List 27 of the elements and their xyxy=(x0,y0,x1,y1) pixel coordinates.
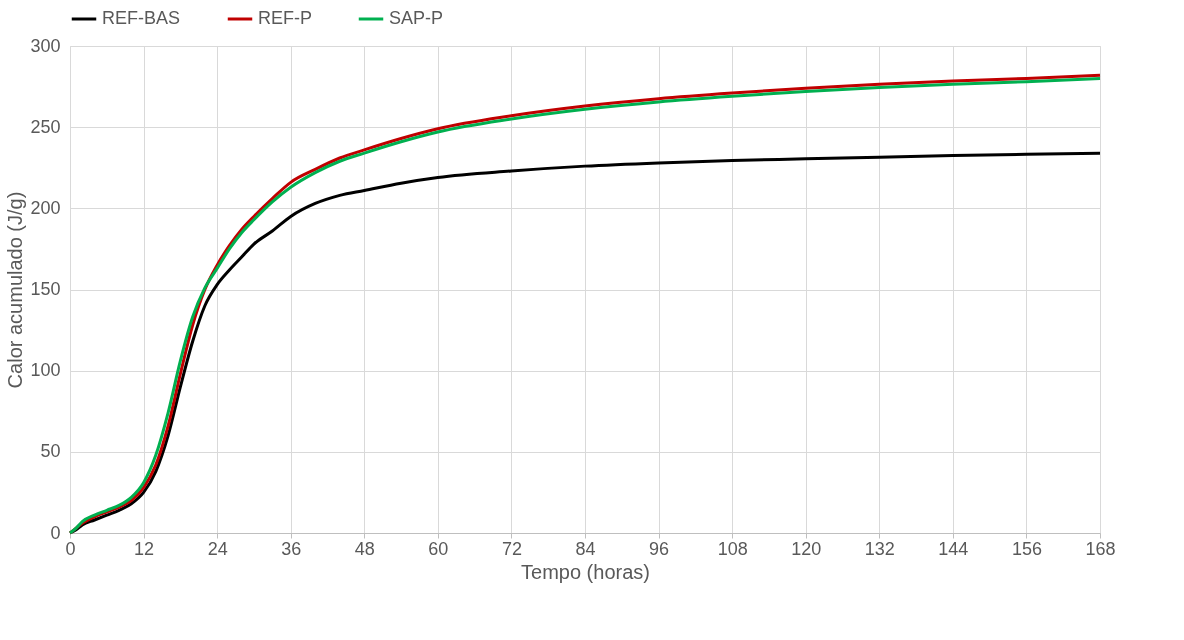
legend-label: SAP-P xyxy=(389,8,444,28)
x-axis-title: Tempo (horas) xyxy=(521,560,650,583)
y-tick-label: 200 xyxy=(30,197,61,218)
x-tick-label: 168 xyxy=(1085,538,1116,559)
y-tick-label: 100 xyxy=(30,360,61,381)
x-tick-label: 108 xyxy=(717,538,748,559)
x-tick-label: 48 xyxy=(354,538,375,559)
x-tick-label: 36 xyxy=(281,538,302,559)
x-tick-label: 72 xyxy=(501,538,522,559)
x-tick-label: 144 xyxy=(938,538,969,559)
x-tick-label: 84 xyxy=(575,538,596,559)
x-tick-label: 0 xyxy=(65,538,76,559)
y-tick-label: 0 xyxy=(50,522,61,543)
y-axis-title: Calor acumulado (J/g) xyxy=(4,191,27,389)
y-tick-label: 150 xyxy=(30,279,61,299)
y-tick-label: 50 xyxy=(40,441,61,462)
x-tick-label: 96 xyxy=(649,538,670,559)
y-tick-label: 250 xyxy=(30,116,61,137)
x-tick-label: 120 xyxy=(791,538,822,559)
x-tick-label: 24 xyxy=(207,538,228,559)
legend-label: REF-P xyxy=(258,8,312,28)
x-tick-label: 156 xyxy=(1011,538,1042,559)
x-tick-label: 12 xyxy=(134,538,155,559)
legend-label: REF-BAS xyxy=(102,8,181,28)
y-tick-label: 300 xyxy=(30,35,61,56)
x-tick-label: 60 xyxy=(428,538,449,559)
x-tick-label: 132 xyxy=(864,538,895,559)
